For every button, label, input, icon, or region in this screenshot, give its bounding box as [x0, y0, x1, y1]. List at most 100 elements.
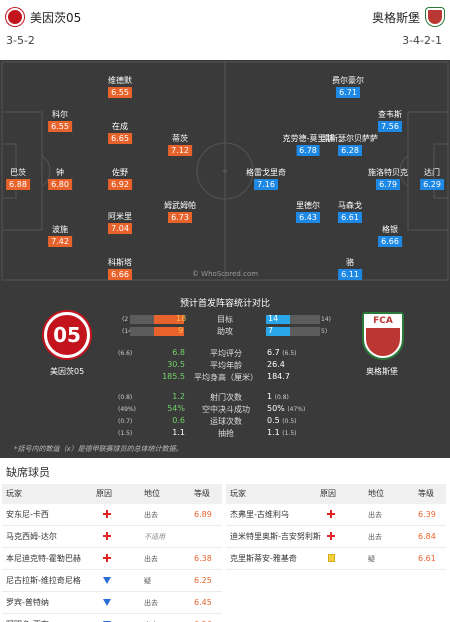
injury-icon: [327, 510, 335, 518]
home-team-name: 美因茨05: [30, 10, 82, 25]
table-row[interactable]: 克里斯蒂安-雅基奇 疑 6.61: [226, 548, 446, 570]
home-player[interactable]: 科斯塔 6.66: [108, 258, 132, 280]
player-name[interactable]: 尼古拉斯-维拉奇尼格: [6, 576, 81, 585]
stat-row-tackles: (1.5) 1.1 抽抢 1.1 (1.5): [118, 428, 297, 438]
pitch-lines: [1, 61, 449, 281]
away-player[interactable]: 施洛特贝克 6.79: [368, 168, 408, 190]
home-team[interactable]: 美因茨05: [6, 6, 81, 28]
injury-icon: [327, 532, 335, 540]
stats-title: 预计首发阵容统计对比: [179, 299, 270, 309]
injury-icon: [103, 510, 111, 518]
stat-row-aerials: (49%) 54% 空中决斗成功 50% (47%): [118, 404, 306, 414]
home-formation: 3-5-2: [6, 34, 35, 47]
home-bar: [153, 315, 184, 324]
table-row[interactable]: 本尼迪克特-霍勒巴赫 出去 6.38: [2, 548, 222, 570]
stat-row-rating: (6.6) 6.8 平均评分 6.7 (6.5): [118, 348, 297, 358]
player-status: 疑: [144, 577, 151, 585]
player-status: 出去: [144, 614, 158, 622]
player-name[interactable]: 本尼迪克特-霍勒巴赫: [6, 554, 81, 563]
player-status: 出去: [144, 511, 158, 519]
home-bar: [153, 327, 184, 336]
home-player[interactable]: 巴茨 6.88: [6, 168, 30, 190]
away-bar: [266, 327, 290, 336]
away-team-name: 奥格斯堡: [371, 10, 420, 25]
stat-row-age: 30.5 平均年龄 26.4: [167, 360, 285, 370]
table-header: 玩家 原因 地位 等级: [226, 484, 446, 504]
home-player[interactable]: 佐野 6.92: [108, 168, 132, 190]
mainz-crest-icon: [6, 8, 24, 26]
match-header: 美因茨05 奥格斯堡 3-5-2 3-4-2-1: [0, 0, 450, 58]
player-status: 不适用: [144, 533, 165, 541]
player-rating: 6.38: [194, 554, 212, 563]
player-rating: 6.26: [194, 614, 212, 622]
home-player[interactable]: 在成 6.65: [108, 122, 132, 144]
table-row[interactable]: 安东尼-卡西 出去 6.89: [2, 504, 222, 526]
player-name[interactable]: 杰弗里-古维利乌: [230, 510, 289, 519]
player-status: 疑: [368, 555, 375, 563]
away-player[interactable]: 查韦斯 7.56: [378, 110, 402, 132]
table-header: 玩家 原因 地位 等级: [2, 484, 222, 504]
home-player[interactable]: 维德默 6.55: [108, 76, 132, 98]
away-formation: 3-4-2-1: [402, 34, 442, 47]
stats-footnote: *括号内的数值（x）是德甲联赛球员的总体统计数据。: [14, 445, 183, 453]
watermark: © WhoScored.com: [191, 270, 259, 278]
table-row[interactable]: 阿明多-西布 出去 6.26: [2, 614, 222, 622]
player-name[interactable]: 安东尼-卡西: [6, 510, 49, 519]
away-missing-table: 玩家 原因 地位 等级 杰弗里-古维利乌 出去 6.39 迪米特里奥斯-吉安努利斯 出去…: [226, 484, 446, 570]
stat-row-height: 185.5 平均身高（厘米） 184.7: [162, 372, 290, 382]
player-status: 出去: [368, 511, 382, 519]
away-bar: [266, 315, 290, 324]
home-player[interactable]: 蒂茨 7.12: [168, 134, 192, 156]
player-name[interactable]: 马克西姆-达尔: [6, 532, 57, 541]
injury-icon: [103, 532, 111, 540]
home-player[interactable]: 阿米里 7.04: [108, 212, 132, 234]
home-player[interactable]: 钟 6.80: [48, 168, 72, 190]
table-row[interactable]: 杰弗里-古维利乌 出去 6.39: [226, 504, 446, 526]
player-name[interactable]: 迪米特里奥斯-吉安努利斯: [230, 532, 321, 541]
player-rating: 6.61: [418, 554, 436, 563]
missing-players-title: 缺席球员: [6, 466, 50, 479]
player-rating: 6.39: [418, 510, 436, 519]
away-player[interactable]: 克劳德-莫里斯 6.78: [282, 134, 334, 156]
away-player[interactable]: 马森戈 6.61: [338, 201, 362, 223]
home-missing-table: 玩家 原因 地位 等级 安东尼-卡西 出去 6.89 马克西姆-达尔 不适用 本尼迪克特-…: [2, 484, 222, 622]
doubt-arrow-icon: [103, 577, 111, 584]
lineup-stats-panel: 预计首发阵容统计对比 05 美因茨05 FCA 奥格斯堡 (2 18 目标 14…: [0, 282, 450, 458]
player-rating: 6.89: [194, 510, 212, 519]
stat-row-shots: (0.8) 1.2 射门次数 1 (0.8): [118, 392, 289, 402]
augsburg-crest-icon: [426, 8, 444, 26]
player-rating: 6.25: [194, 576, 212, 585]
table-row[interactable]: 尼古拉斯-维拉奇尼格 疑 6.25: [2, 570, 222, 592]
player-name[interactable]: 阿明多-西布: [6, 614, 49, 622]
player-name[interactable]: 罗宾-普特纳: [6, 598, 49, 607]
player-rating: 6.45: [194, 598, 212, 607]
mainz-crest-icon: 05: [44, 312, 90, 358]
home-team-label: 美因茨05: [50, 367, 85, 376]
injury-icon: [103, 554, 111, 562]
stat-row-dribbles: (0.7) 0.6 运球次数 0.5 (0.5): [118, 416, 297, 426]
player-name[interactable]: 克里斯蒂安-雅基奇: [230, 554, 297, 563]
away-player[interactable]: 费尔豪尔 6.71: [332, 76, 364, 98]
augsburg-crest-icon: FCA: [362, 312, 404, 360]
home-player[interactable]: 波施 7.42: [48, 225, 72, 247]
player-status: 出去: [368, 533, 382, 541]
table-row[interactable]: 迪米特里奥斯-吉安努利斯 出去 6.84: [226, 526, 446, 548]
player-status: 出去: [144, 599, 158, 607]
home-player[interactable]: 科尔 6.55: [48, 110, 72, 132]
away-player[interactable]: 格雷戈里奇 7.16: [246, 168, 286, 190]
player-rating: 6.84: [418, 532, 436, 541]
home-player[interactable]: 姆武姆帕 6.73: [164, 201, 196, 223]
card-icon: [327, 554, 335, 562]
away-player[interactable]: 格银 6.66: [378, 225, 402, 247]
pitch: 维德默 6.55 科尔 6.55 在成 6.65 蒂茨 7.12 巴茨 6.88 钟 6.8…: [0, 60, 450, 282]
away-player[interactable]: 骆 6.11: [338, 258, 362, 280]
away-player[interactable]: 里德尔 6.43: [296, 201, 320, 223]
away-player[interactable]: 凯斯瑟尔贝萨萨 6.28: [322, 134, 378, 156]
player-status: 出去: [144, 555, 158, 563]
away-team-label: 奥格斯堡: [366, 367, 398, 376]
doubt-arrow-icon: [103, 599, 111, 606]
table-row[interactable]: 罗宾-普特纳 出去 6.45: [2, 592, 222, 614]
away-team[interactable]: 奥格斯堡: [372, 6, 444, 28]
away-player[interactable]: 达门 6.29: [420, 168, 444, 190]
table-row[interactable]: 马克西姆-达尔 不适用: [2, 526, 222, 548]
